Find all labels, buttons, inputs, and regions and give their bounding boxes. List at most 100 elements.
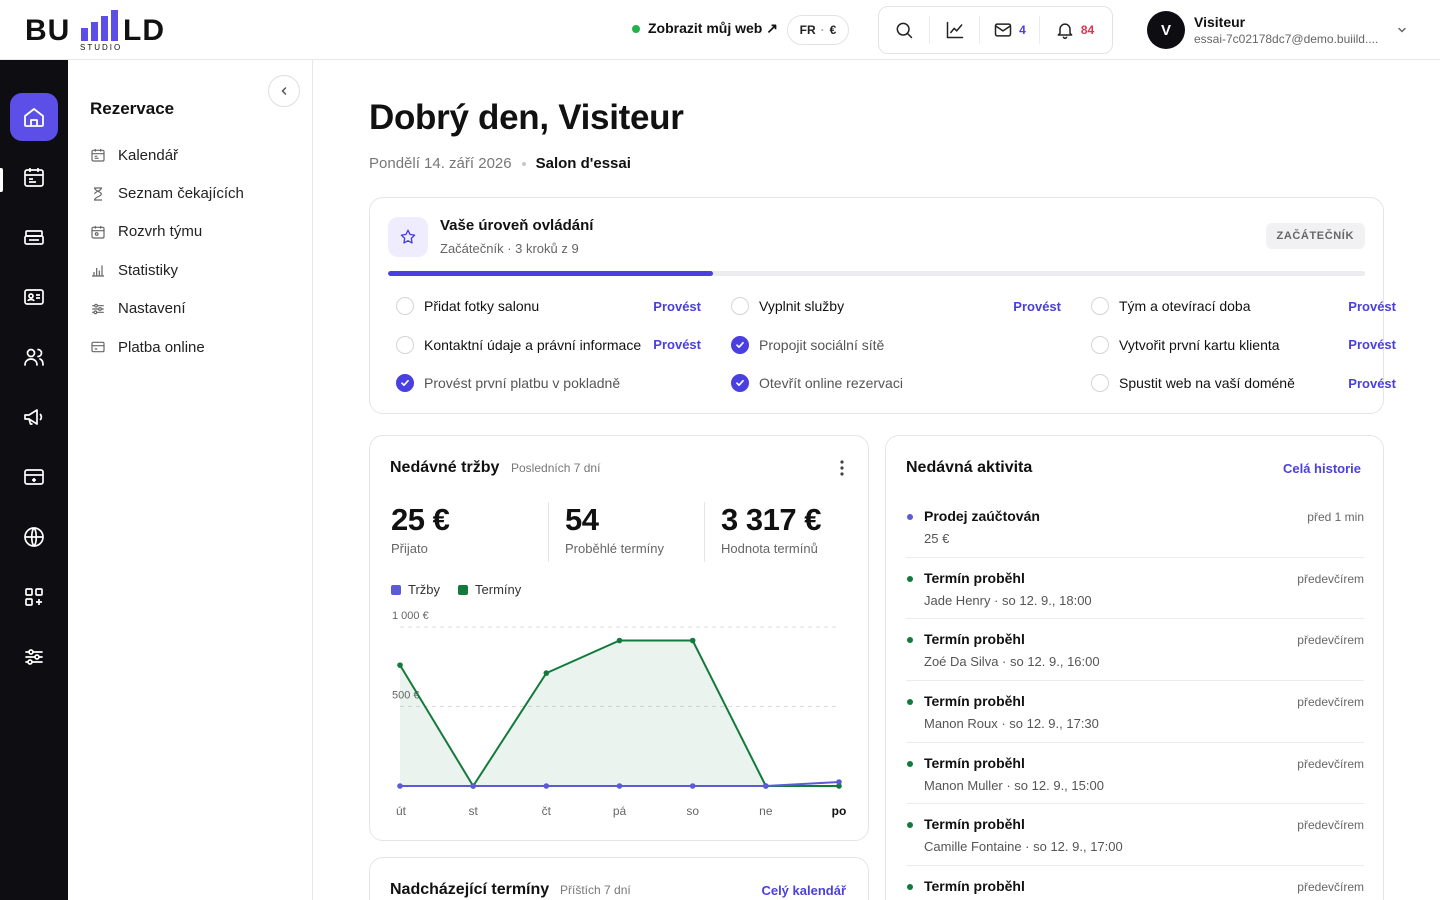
task-action-link[interactable]: Provést bbox=[1348, 337, 1396, 353]
top-bar: BU LD STUDIO Zobrazit můj web ↗ FR · € 4 bbox=[0, 0, 1440, 60]
notifications-button[interactable]: 84 bbox=[1039, 16, 1109, 44]
activity-item[interactable]: Termín proběhl předevčírem bbox=[906, 866, 1364, 900]
nav-team[interactable] bbox=[10, 333, 58, 381]
mail-icon bbox=[994, 23, 1012, 37]
activity-time: předevčírem bbox=[1297, 633, 1364, 648]
revenue-point bbox=[836, 779, 842, 785]
activity-title: Termín proběhl bbox=[924, 569, 1025, 586]
onboarding-task[interactable]: Spustit web na vaší doméně Provést bbox=[1091, 364, 1396, 403]
search-button[interactable] bbox=[879, 7, 929, 53]
activity-title: Termín proběhl bbox=[924, 816, 1025, 833]
activity-item[interactable]: Termín proběhl Manon Muller · so 12. 9., … bbox=[906, 743, 1364, 805]
nav-website[interactable] bbox=[10, 513, 58, 561]
view-my-site-link[interactable]: Zobrazit můj web ↗ bbox=[632, 20, 778, 37]
submenu-item-label: Kalendář bbox=[118, 146, 179, 164]
onboarding-task[interactable]: Tým a otevírací doba Provést bbox=[1091, 287, 1396, 326]
level-badge: ZAČÁTEČNÍK bbox=[1265, 223, 1365, 249]
appointments-point bbox=[397, 662, 403, 668]
more-vertical-icon bbox=[840, 460, 844, 476]
submenu-item-waitlist[interactable]: Seznam čekajících bbox=[90, 174, 290, 212]
task-label: Vytvořit první kartu klienta bbox=[1119, 336, 1280, 353]
submenu-item-settings[interactable]: Nastavení bbox=[90, 290, 290, 328]
onboarding-task[interactable]: Provést první platbu v pokladně bbox=[396, 364, 701, 403]
register-icon bbox=[24, 230, 44, 245]
submenu-item-statistics[interactable]: Statistiky bbox=[90, 251, 290, 289]
activity-item[interactable]: Termín proběhl Manon Roux · so 12. 9., 17… bbox=[906, 681, 1364, 743]
onboarding-task-grid: Přidat fotky salonu Provést Vyplnit služby… bbox=[396, 287, 1396, 403]
activity-dot bbox=[907, 637, 913, 644]
kpi-label: Proběhlé termíny bbox=[565, 541, 664, 556]
id-card-icon bbox=[24, 289, 44, 305]
currency-symbol: € bbox=[829, 23, 837, 37]
onboarding-task[interactable]: Otevřít online rezervaci bbox=[731, 364, 1061, 403]
analytics-button[interactable] bbox=[929, 16, 979, 44]
recent-sales-card: Nedávné tržby Posledních 7 dní 25 € Přij… bbox=[369, 435, 869, 841]
nav-reservations[interactable] bbox=[10, 153, 58, 201]
revenue-point bbox=[689, 783, 696, 789]
onboarding-task[interactable]: Propojit sociální sítě bbox=[731, 326, 1061, 365]
mastery-progress-fill bbox=[388, 271, 714, 276]
main-nav-rail bbox=[0, 60, 68, 900]
task-label: Přidat fotky salonu bbox=[424, 298, 540, 315]
language-code: FR bbox=[799, 23, 816, 37]
activity-item[interactable]: Prodej zaúčtován 25 € před 1 min bbox=[906, 496, 1364, 558]
nav-apps[interactable] bbox=[10, 573, 58, 621]
y-tick-label: 1 000 € bbox=[392, 610, 429, 622]
sales-menu-button[interactable] bbox=[840, 460, 844, 481]
checked-circle-icon bbox=[731, 335, 749, 354]
globe-icon bbox=[24, 527, 44, 547]
nav-clients[interactable] bbox=[10, 273, 58, 321]
task-action-link[interactable]: Provést bbox=[1013, 298, 1061, 314]
nav-home[interactable] bbox=[10, 93, 58, 141]
page-title: Dobrý den, Visiteur bbox=[369, 98, 684, 137]
onboarding-task[interactable]: Vytvořit první kartu klienta Provést bbox=[1091, 326, 1396, 365]
onboarding-task[interactable]: Přidat fotky salonu Provést bbox=[396, 287, 701, 326]
submenu-item-team-schedule[interactable]: Rozvrh týmu bbox=[90, 213, 290, 251]
full-history-link[interactable]: Celá historie bbox=[1282, 461, 1361, 476]
empty-circle-icon bbox=[1091, 374, 1109, 393]
collapse-sidebar-button[interactable] bbox=[268, 75, 300, 107]
legend-item-revenue[interactable]: Tržby bbox=[391, 582, 440, 597]
activity-item[interactable]: Termín proběhl Zoé Da Silva · so 12. 9., … bbox=[906, 619, 1364, 682]
kpi-value: 3 317 € bbox=[721, 502, 821, 537]
notifications-count: 84 bbox=[1080, 23, 1095, 37]
full-calendar-link[interactable]: Celý kalendář bbox=[761, 883, 846, 898]
activity-item[interactable]: Termín proběhl Camille Fontaine · so 12. … bbox=[906, 804, 1364, 867]
nav-pos[interactable] bbox=[10, 213, 58, 261]
activity-time: předevčírem bbox=[1297, 571, 1364, 586]
appointments-point bbox=[543, 670, 550, 676]
submenu-item-calendar[interactable]: Kalendář bbox=[90, 136, 290, 174]
legend-item-appointments[interactable]: Termíny bbox=[458, 582, 521, 597]
onboarding-task[interactable]: Kontaktní údaje a právní informace Provés… bbox=[396, 326, 701, 365]
task-action-link[interactable]: Provést bbox=[1348, 375, 1396, 391]
apps-grid-icon bbox=[25, 588, 43, 606]
language-currency-switch[interactable]: FR · € bbox=[787, 15, 849, 45]
task-label: Tým a otevírací doba bbox=[1119, 298, 1251, 315]
submenu-item-label: Platba online bbox=[118, 338, 205, 356]
mastery-badge-icon-wrap bbox=[388, 217, 428, 257]
build-studio-logo[interactable]: BU LD STUDIO bbox=[25, 9, 185, 53]
nav-marketing[interactable] bbox=[10, 393, 58, 441]
chart-legend: Tržby Termíny bbox=[391, 582, 521, 597]
activity-dot bbox=[907, 699, 913, 706]
nav-settings[interactable] bbox=[10, 633, 58, 681]
task-action-link[interactable]: Provést bbox=[653, 298, 701, 314]
task-action-link[interactable]: Provést bbox=[653, 337, 701, 353]
sliders-icon bbox=[25, 649, 43, 665]
task-action-link[interactable]: Provést bbox=[1348, 298, 1396, 314]
recent-activity-card: Nedávná aktivita Celá historie Prodej za… bbox=[885, 435, 1384, 900]
activity-detail: 25 € bbox=[924, 531, 950, 546]
upcoming-period: Příštích 7 dní bbox=[560, 883, 631, 897]
onboarding-task[interactable]: Vyplnit služby Provést bbox=[731, 287, 1061, 326]
submenu-item-label: Seznam čekajících bbox=[118, 185, 244, 203]
kpi-appointment-value: 3 317 € Hodnota termínů bbox=[704, 502, 854, 562]
activity-item[interactable]: Termín proběhl Jade Henry · so 12. 9., 18… bbox=[906, 558, 1364, 620]
kpi-label: Hodnota termínů bbox=[721, 541, 818, 556]
submenu-item-online-payment[interactable]: Platba online bbox=[90, 328, 290, 366]
task-label: Spustit web na vaší doméně bbox=[1119, 375, 1295, 392]
nav-payments[interactable] bbox=[10, 453, 58, 501]
x-tick-label: po bbox=[832, 804, 847, 818]
user-email: essai-7c02178dc7@demo.buiild.... bbox=[1194, 31, 1379, 46]
messages-button[interactable]: 4 bbox=[979, 16, 1039, 44]
user-menu[interactable]: V Visiteur essai-7c02178dc7@demo.buiild.… bbox=[1147, 10, 1417, 50]
